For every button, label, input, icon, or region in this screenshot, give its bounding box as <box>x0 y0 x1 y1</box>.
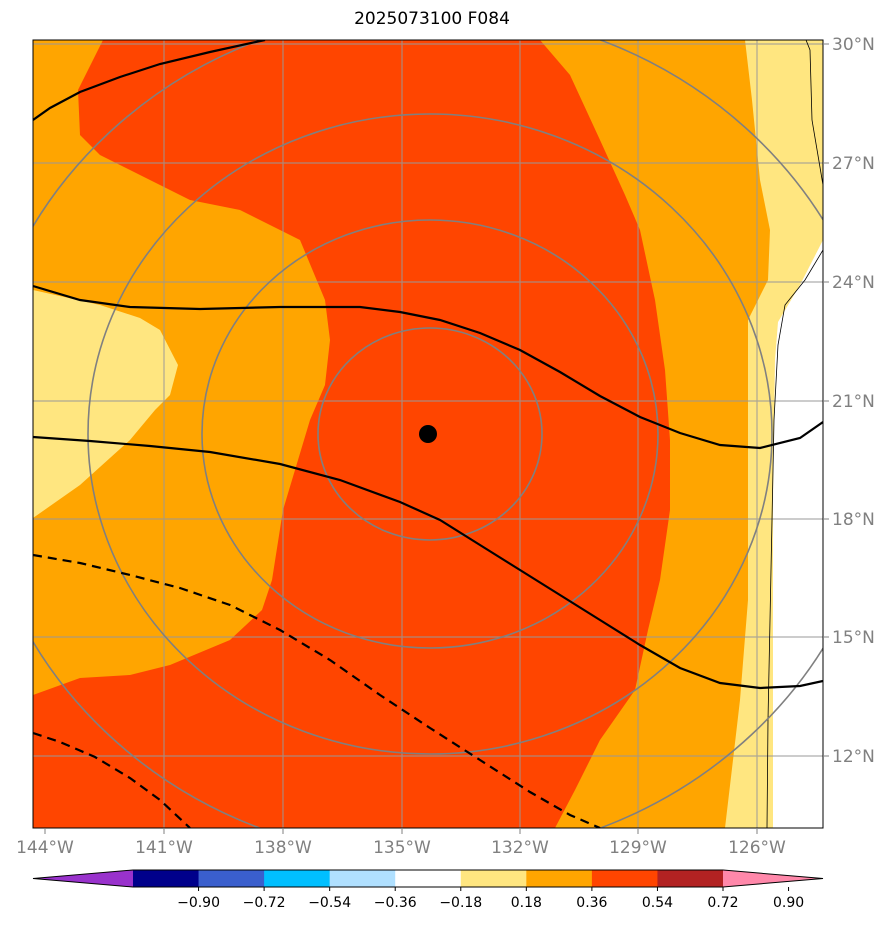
colorbar-label: 0.72 <box>707 895 738 911</box>
lat-label: 18°N <box>832 510 875 530</box>
colorbar-segment <box>657 870 724 887</box>
lat-labels: 30°N 27°N 24°N 21°N 18°N 15°N 12°N <box>832 35 875 767</box>
colorbar-extend-low <box>33 870 133 887</box>
contour-line <box>33 284 823 450</box>
lon-label: 141°W <box>135 838 193 858</box>
coastline-segment <box>805 40 823 186</box>
contour-line-dashed <box>33 731 191 828</box>
lon-labels: 144°W 141°W 138°W 135°W 132°W 129°W 126°… <box>16 838 786 858</box>
lon-label: 132°W <box>491 838 549 858</box>
range-rings <box>33 40 823 828</box>
contour-line-dashed <box>33 553 601 828</box>
colorbar-segment <box>591 870 658 887</box>
colorbar-outline <box>32 869 824 888</box>
solid-contours <box>33 40 823 690</box>
colorbar-label: −0.72 <box>243 895 286 911</box>
dashed-contours <box>33 553 601 828</box>
lat-label: 27°N <box>832 154 875 174</box>
lat-label: 21°N <box>832 392 875 412</box>
lat-label: 30°N <box>832 35 875 55</box>
lon-label: 144°W <box>16 838 74 858</box>
colorbar-extend-high <box>723 870 823 887</box>
colorbar-label: −0.90 <box>177 895 220 911</box>
lon-label: 126°W <box>728 838 786 858</box>
colorbar-label: −0.54 <box>308 895 351 911</box>
range-ring <box>87 113 773 755</box>
range-ring <box>317 327 543 541</box>
lat-label: 12°N <box>832 747 875 767</box>
storm-center-marker <box>419 425 437 443</box>
contour-line <box>33 40 266 121</box>
lat-ticks <box>823 43 829 757</box>
colorbar-segment <box>329 870 396 887</box>
lon-label: 135°W <box>373 838 431 858</box>
colorbar-segment <box>460 870 527 887</box>
colorbar-label: 0.36 <box>576 895 607 911</box>
lon-label: 129°W <box>609 838 667 858</box>
lat-label: 24°N <box>832 273 875 293</box>
lon-ticks <box>44 828 758 834</box>
colorbar-label: −0.18 <box>439 895 482 911</box>
colorbar-label: 0.54 <box>642 895 673 911</box>
colorbar: −0.90 −0.72 −0.54 −0.36 −0.18 0.18 0.36 0.54 0.7… <box>32 869 824 911</box>
contour-line <box>33 435 823 690</box>
lon-label: 138°W <box>254 838 312 858</box>
colorbar-label: 0.90 <box>773 895 804 911</box>
colorbar-label: −0.36 <box>374 895 417 911</box>
colorbar-segment <box>526 870 593 887</box>
colorbar-label: 0.18 <box>511 895 542 911</box>
map-title: 2025073100 F084 <box>354 9 510 29</box>
field-red-region <box>33 40 670 828</box>
map-plot-area <box>33 40 823 828</box>
lat-label: 15°N <box>832 628 875 648</box>
map-frame <box>32 39 824 829</box>
colorbar-segment <box>264 870 331 887</box>
field-near-zero-region <box>773 240 823 828</box>
colorbar-segment <box>395 870 462 887</box>
range-ring <box>201 219 659 649</box>
colorbar-segment <box>133 870 200 887</box>
colorbar-segment <box>198 870 265 887</box>
